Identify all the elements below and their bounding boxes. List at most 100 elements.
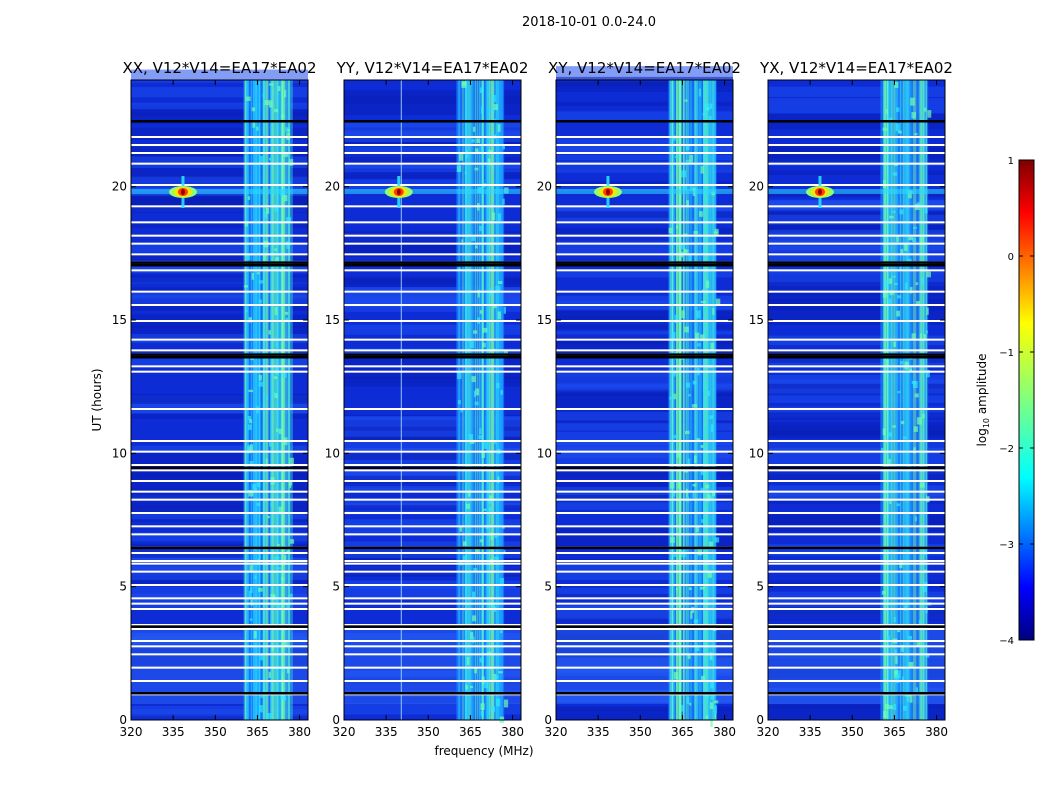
- rfi-blob: [710, 719, 713, 728]
- flagged-row: [131, 221, 308, 224]
- rfi-blob: [900, 360, 904, 365]
- noise-stripe: [344, 381, 521, 387]
- dark-row: [556, 261, 733, 264]
- rfi-blob: [911, 333, 916, 340]
- rfi-blob: [479, 87, 484, 94]
- noise-stripe: [768, 544, 945, 556]
- noise-stripe: [556, 709, 733, 720]
- rfi-streak: [287, 80, 291, 720]
- rfi-blob: [891, 210, 896, 213]
- flagged-row: [131, 349, 308, 352]
- colorbar-label: log10 amplitude: [975, 354, 991, 447]
- rfi-blob: [693, 619, 699, 624]
- flagged-row: [344, 570, 521, 573]
- rfi-blob: [909, 368, 912, 371]
- rfi-blob: [246, 254, 251, 261]
- x-tick-label: 335: [799, 725, 822, 739]
- rfi-streak: [499, 80, 503, 720]
- rfi-blob: [715, 298, 721, 306]
- flagged-row: [556, 525, 733, 528]
- flagged-row: [768, 597, 945, 600]
- rfi-blob: [668, 227, 673, 234]
- noise-stripe: [344, 164, 521, 173]
- rfi-blob: [894, 164, 898, 167]
- flagged-row: [344, 597, 521, 600]
- rfi-blob: [284, 89, 287, 98]
- flagged-row: [768, 349, 945, 352]
- rfi-blob: [503, 349, 508, 357]
- flagged-row: [768, 666, 945, 669]
- noise-stripe: [131, 532, 308, 542]
- rfi-blob: [894, 649, 897, 654]
- rfi-blob: [915, 687, 918, 693]
- rfi-blob: [896, 310, 900, 317]
- flagged-row: [344, 242, 521, 245]
- flagged-row: [556, 184, 733, 186]
- rfi-blob: [693, 230, 699, 235]
- noise-stripe: [344, 703, 521, 715]
- rfi-blob: [250, 357, 254, 361]
- rfi-blob: [900, 248, 903, 254]
- rfi-blob: [675, 225, 679, 229]
- rfi-streak: [886, 80, 888, 720]
- noise-stripe: [556, 241, 733, 253]
- flagged-row: [344, 560, 521, 562]
- rfi-streak: [275, 80, 279, 720]
- rfi-streak: [458, 80, 460, 720]
- rfi-blob: [669, 537, 675, 544]
- rfi-blob: [687, 393, 691, 397]
- flagged-row: [768, 370, 945, 373]
- rfi-blob: [249, 618, 253, 621]
- flagged-row: [131, 490, 308, 493]
- flagged-row: [131, 338, 308, 341]
- flagged-row: [556, 602, 733, 605]
- rfi-blob: [271, 594, 276, 600]
- rfi-blob: [264, 100, 270, 106]
- rfi-blob: [289, 481, 292, 488]
- colorbar-tick-label: −1: [999, 348, 1014, 359]
- rfi-streak: [889, 80, 893, 720]
- rfi-blob: [900, 420, 905, 425]
- rfi-blob: [482, 327, 488, 333]
- noise-stripe: [344, 569, 521, 577]
- rfi-blob: [469, 685, 473, 689]
- rfi-blob: [882, 127, 888, 131]
- rfi-blob: [889, 290, 894, 296]
- rfi-streak: [281, 80, 286, 720]
- rfi-blob: [286, 666, 290, 674]
- flagged-row: [556, 349, 733, 352]
- y-tick-label: 0: [756, 713, 764, 727]
- rfi-streak: [703, 80, 706, 720]
- rfi-blob: [910, 97, 915, 106]
- noise-stripe: [131, 636, 308, 643]
- rfi-blob: [251, 272, 254, 280]
- rfi-blob: [260, 654, 264, 661]
- flagged-row: [344, 608, 521, 610]
- rfi-streak: [907, 80, 910, 720]
- flagged-row: [556, 570, 733, 573]
- rfi-blob: [684, 249, 689, 253]
- flagged-row: [768, 552, 945, 554]
- rfi-blob: [497, 311, 501, 320]
- rfi-blob: [490, 602, 496, 610]
- flagged-row: [768, 560, 945, 562]
- rfi-blob: [475, 547, 480, 554]
- flagged-row: [768, 653, 945, 656]
- flagged-row: [556, 628, 733, 630]
- flagged-row: [556, 560, 733, 562]
- rfi-streak: [697, 80, 699, 720]
- rfi-streak: [244, 80, 247, 720]
- flagged-row: [344, 653, 521, 656]
- rfi-blob: [923, 581, 928, 585]
- rfi-streak: [480, 80, 485, 720]
- noise-stripe: [131, 102, 308, 110]
- rfi-blob: [893, 703, 897, 711]
- flagged-row: [768, 440, 945, 442]
- rfi-blob: [904, 243, 908, 252]
- noise-stripe: [131, 402, 308, 414]
- flagged-row: [344, 338, 521, 341]
- flagged-row: [556, 469, 733, 472]
- noise-stripe: [768, 254, 945, 265]
- rfi-blob: [258, 381, 263, 387]
- rfi-blob: [689, 185, 695, 192]
